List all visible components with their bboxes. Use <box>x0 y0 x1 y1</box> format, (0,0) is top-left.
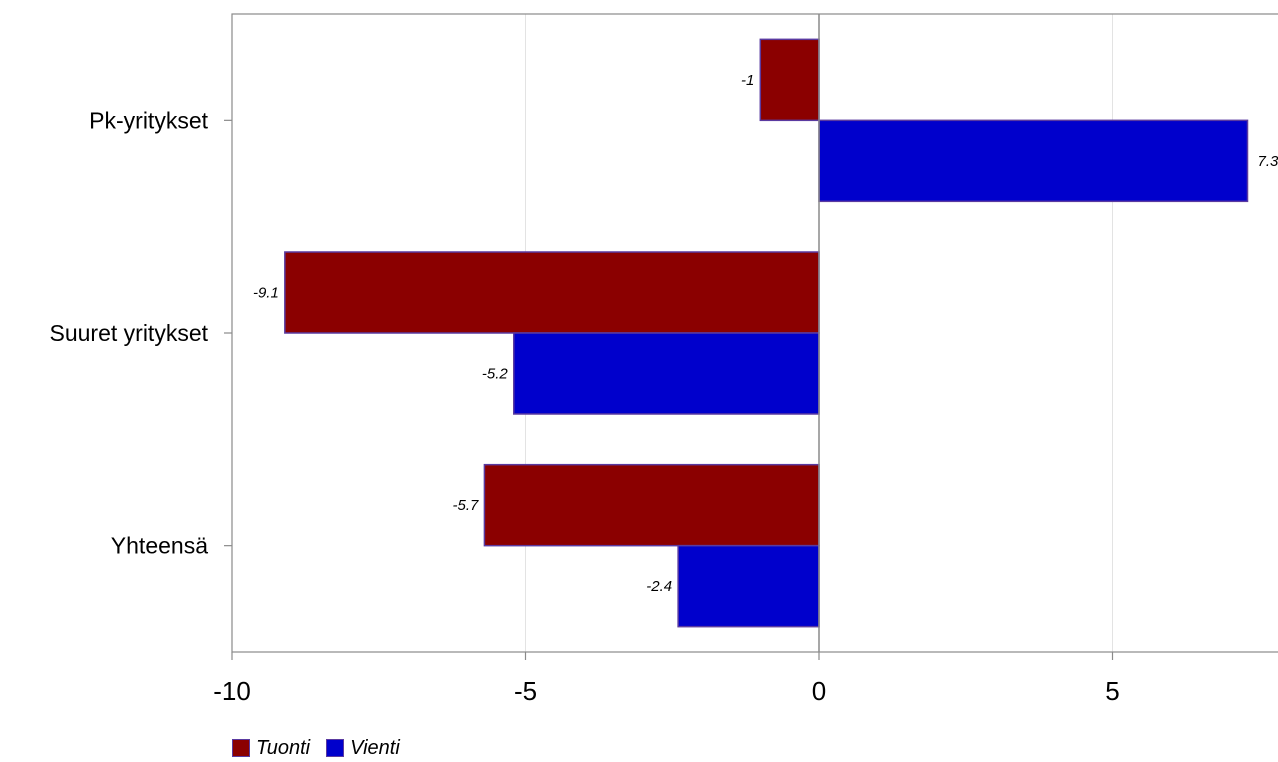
data-label: 7.3 <box>1258 153 1278 170</box>
chart-legend: Tuonti Vienti <box>232 734 408 762</box>
bar-tuonti-1 <box>284 251 820 334</box>
x-tick-label: -5 <box>514 676 537 706</box>
data-label: -2.4 <box>646 578 672 595</box>
y-tick-label: Pk-yritykset <box>89 107 208 133</box>
bar-tuonti-0 <box>759 38 820 122</box>
legend-item-vienti: Vienti <box>326 737 400 760</box>
legend-swatch-tuonti <box>232 739 250 757</box>
bar-vienti-1 <box>513 332 820 415</box>
data-label: -9.1 <box>253 285 279 302</box>
bar-chart: -1 7.3 Pk-yritykset -9.1 -5.2 Suuret yritykse… <box>50 13 1278 706</box>
bar-vienti-2 <box>677 544 820 628</box>
y-tick-label: Yhteensä <box>111 533 208 559</box>
data-label: -5.7 <box>453 497 480 514</box>
bar-vienti-0 <box>818 119 1249 203</box>
y-tick-label: Suuret yritykset <box>50 320 209 346</box>
bar-tuonti-2 <box>483 463 820 547</box>
legend-label-tuonti: Tuonti <box>256 736 311 759</box>
legend-item-tuonti: Tuonti <box>232 737 310 760</box>
legend-label-vienti: Vienti <box>350 736 400 759</box>
legend-swatch-vienti <box>326 739 345 757</box>
data-label: -5.2 <box>482 366 509 383</box>
data-label: -1 <box>741 72 754 89</box>
x-tick-label: 5 <box>1105 676 1119 706</box>
x-tick-label: -10 <box>213 676 251 706</box>
x-tick-label: 0 <box>812 676 826 706</box>
